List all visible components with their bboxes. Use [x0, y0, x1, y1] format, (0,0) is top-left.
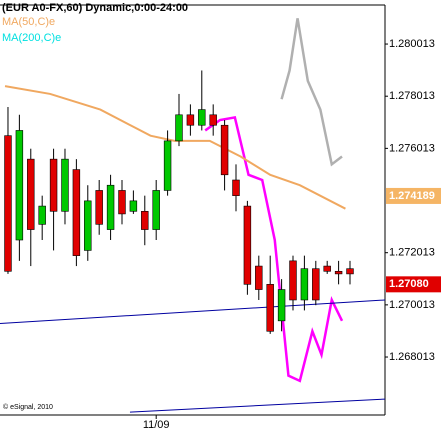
chart-title: (EUR A0-FX,60) Dynamic,0:00-24:00: [2, 2, 188, 14]
candle-body: [175, 114, 183, 142]
candle-body: [129, 200, 138, 212]
candle-body: [334, 270, 343, 275]
candle-body: [163, 140, 172, 191]
candle-body: [118, 190, 126, 215]
candle-body: [323, 265, 331, 272]
candle-body: [243, 205, 252, 285]
y-tick-label: 1.276013: [389, 142, 435, 154]
price-label: 1.274189: [389, 190, 435, 202]
candle-body: [27, 158, 35, 230]
candle-body: [300, 268, 309, 301]
candle-body: [289, 260, 297, 301]
candle-body: [61, 158, 69, 212]
moving-average: [4, 85, 346, 210]
candle-body: [346, 268, 354, 275]
candle-body: [84, 200, 92, 251]
price-label-box: [386, 276, 441, 293]
candle-body: [15, 130, 24, 241]
line: [0, 299, 386, 324]
candle-body: [38, 205, 46, 225]
y-tick-label: 1.268013: [389, 351, 435, 363]
legend-entry: MA(200,C)e: [2, 32, 61, 44]
candle-body: [277, 289, 286, 322]
line: [129, 398, 386, 413]
candle-body: [312, 268, 320, 301]
candle-body: [266, 284, 274, 332]
candle-body: [255, 265, 263, 290]
candle-body: [106, 184, 115, 230]
candle-body: [95, 190, 103, 225]
candle-body: [72, 169, 81, 256]
candle-body: [4, 135, 12, 272]
legend-entry: MA(50,C)e: [2, 16, 55, 28]
candle-body: [232, 179, 240, 196]
price-label: 1.27080: [389, 278, 429, 290]
x-tick-label: 11/09: [143, 419, 170, 431]
candle-body: [152, 190, 160, 230]
y-tick-label: 1.278013: [389, 90, 435, 102]
price-label-box: [386, 187, 441, 204]
candle-body: [186, 114, 195, 126]
candle-body: [49, 158, 58, 212]
line: [280, 18, 343, 167]
candle-body: [198, 109, 206, 126]
credit: © eSignal, 2010: [3, 403, 53, 411]
y-tick-label: 1.272013: [389, 247, 435, 259]
y-tick-label: 1.280013: [389, 38, 435, 50]
candle-body: [220, 124, 229, 176]
y-tick-label: 1.270013: [389, 299, 435, 311]
candle-body: [209, 114, 217, 126]
candle-body: [141, 211, 149, 230]
